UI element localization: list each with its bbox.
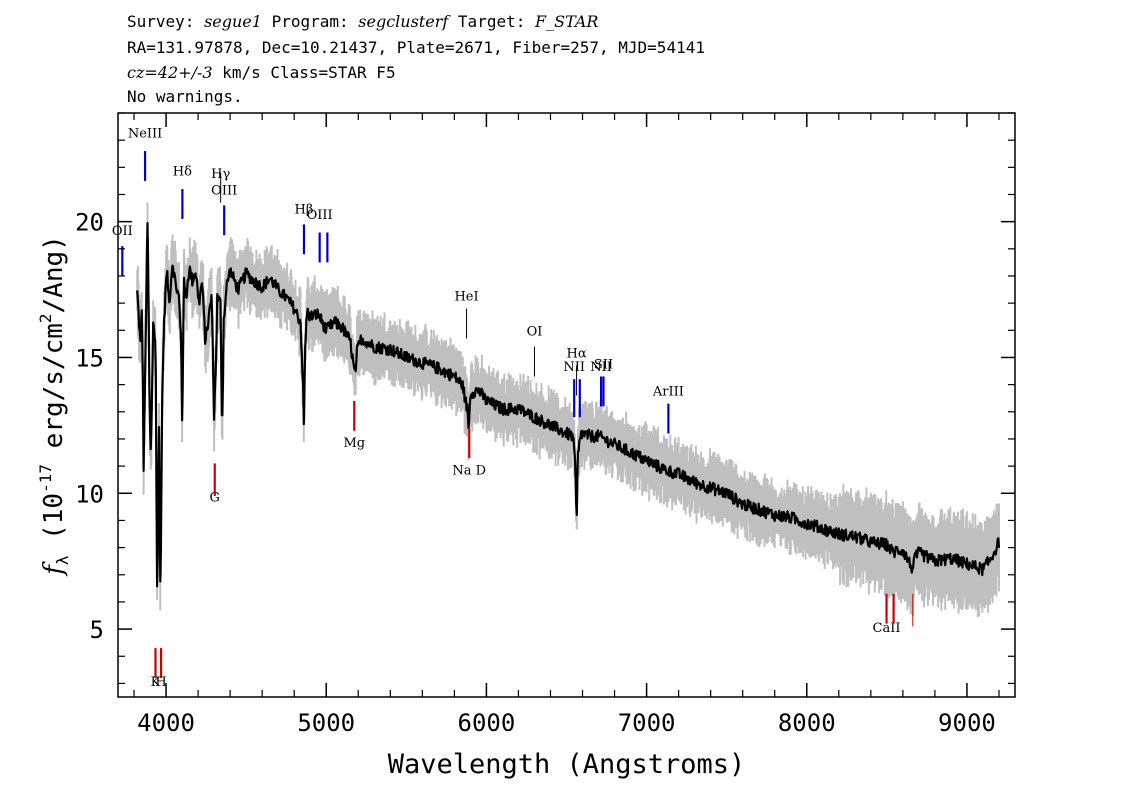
header-line-4: No warnings. bbox=[127, 87, 243, 106]
y-label-ylabel-subscript: λ bbox=[53, 555, 72, 565]
x-tick-label: 8000 bbox=[778, 709, 836, 737]
line-marker-label: OIII bbox=[211, 183, 237, 198]
line-marker-label: H bbox=[155, 675, 166, 690]
error-band-strokes bbox=[136, 202, 1000, 617]
header-line-1: Survey: segue1 Program: segclusterf Targ… bbox=[127, 12, 598, 32]
flux-error-band bbox=[136, 202, 1000, 617]
redshift-value: cz=42+/-3 bbox=[127, 63, 213, 82]
line-marker-label: NeIII bbox=[128, 126, 162, 141]
axis-ticks: 4000 5000 6000 7000 8000 9000 5 10 15 20 bbox=[75, 112, 1015, 737]
plot-frame bbox=[117, 112, 1016, 698]
header-line-3: cz=42+/-3 km/s Class=STAR F5 bbox=[127, 63, 396, 83]
survey-label: Survey: bbox=[127, 12, 195, 31]
survey-value: segue1 bbox=[204, 12, 262, 31]
line-marker-label: OII bbox=[112, 224, 133, 239]
program-value: segclusterf bbox=[358, 12, 449, 31]
line-marker-label: Na D bbox=[452, 463, 486, 478]
program-label: Program: bbox=[271, 12, 349, 31]
y-label-ylabel-exp1: -17 bbox=[36, 464, 55, 493]
line-marker-label: Hδ bbox=[173, 164, 192, 179]
x-tick-label: 7000 bbox=[618, 709, 676, 737]
y-label-ylabel-exp2: 2 bbox=[36, 313, 55, 323]
line-marker-label: OIII bbox=[307, 208, 333, 223]
line-marker-label: OI bbox=[527, 325, 543, 340]
line-marker-label: Hβ bbox=[295, 203, 314, 218]
line-marker-label: Hα bbox=[567, 346, 587, 361]
y-tick-label: 5 bbox=[90, 616, 104, 644]
line-marker-label: Hγ bbox=[211, 167, 230, 182]
y-axis-label: fλ (10-17 erg/s/cm2/Ang) bbox=[36, 235, 72, 577]
x-tick-label: 9000 bbox=[938, 709, 996, 737]
y-tick-label: 10 bbox=[75, 480, 104, 508]
x-tick-label: 6000 bbox=[458, 709, 516, 737]
header-line-2: RA=131.97878, Dec=10.21437, Plate=2671, … bbox=[127, 38, 705, 57]
line-marker-label: HeI bbox=[454, 289, 478, 304]
x-tick-label: 5000 bbox=[297, 709, 355, 737]
line-marker-label: CaII bbox=[873, 621, 901, 636]
target-label: Target: bbox=[457, 12, 526, 31]
target-value: F_STAR bbox=[535, 12, 599, 31]
flux-series-line bbox=[136, 222, 1001, 588]
line-marker-label: K bbox=[151, 675, 161, 690]
y-label-ylabel-text-a: (10 bbox=[39, 493, 69, 556]
class-text: km/s Class=STAR F5 bbox=[212, 63, 396, 82]
y-tick-label: 20 bbox=[75, 209, 104, 237]
x-tick-label: 4000 bbox=[137, 709, 195, 737]
y-label-ylabel-text-c: /Ang) bbox=[39, 235, 69, 313]
x-axis-label: Wavelength (Angstroms) bbox=[388, 749, 746, 780]
y-tick-label: 15 bbox=[75, 344, 104, 372]
y-label-ylabel-text-b: erg/s/cm bbox=[39, 323, 69, 464]
line-marker-label: NII bbox=[590, 360, 612, 375]
line-marker-label: Mg bbox=[343, 436, 365, 451]
line-marker-label: G bbox=[210, 490, 220, 505]
line-marker-label: ArIII bbox=[652, 384, 684, 399]
line-marker-label: SII bbox=[594, 357, 613, 372]
line-marker-label: NII bbox=[563, 360, 585, 375]
